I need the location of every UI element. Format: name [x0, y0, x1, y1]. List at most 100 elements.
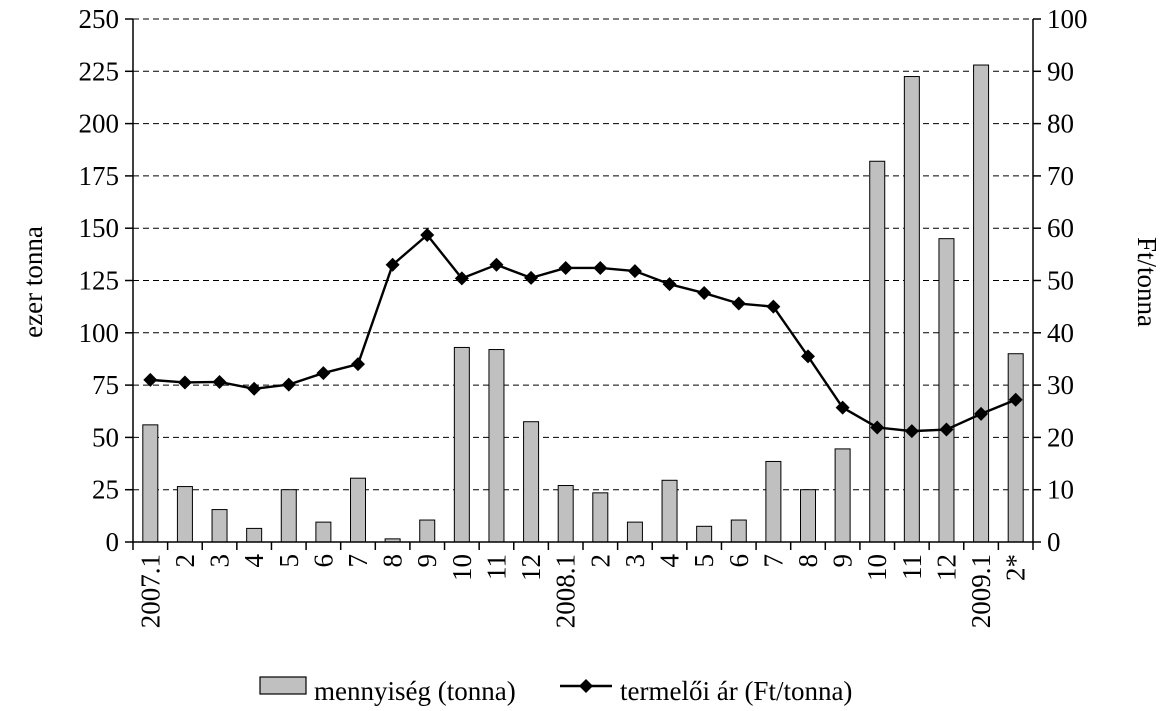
- bar: [280, 489, 297, 543]
- price-point: [627, 264, 642, 279]
- price-point: [177, 375, 192, 390]
- x-tick-label: 6: [724, 554, 754, 568]
- x-tick-label: 7: [758, 554, 788, 568]
- bar: [834, 448, 851, 543]
- x-tick-label: 4: [239, 554, 269, 568]
- bar: [523, 421, 540, 543]
- price-point: [212, 374, 227, 389]
- bar: [557, 485, 574, 543]
- y-right-tick-label: 20: [1047, 422, 1074, 452]
- bar: [661, 479, 678, 543]
- bar: [176, 486, 193, 543]
- x-tick-label: 2*: [1001, 554, 1031, 581]
- x-tick-label: 5: [689, 554, 719, 568]
- legend-line-marker: [579, 679, 593, 693]
- y-right-tick-label: 80: [1047, 109, 1074, 139]
- price-point: [593, 260, 608, 275]
- line-series: [143, 227, 1023, 439]
- price-point: [454, 271, 469, 286]
- price-line: [150, 233, 1017, 433]
- price-point: [662, 277, 677, 292]
- x-tick-label: 8: [793, 554, 823, 568]
- y-left-tick-label: 50: [92, 422, 119, 452]
- price-point: [351, 357, 365, 372]
- bar: [488, 349, 505, 543]
- price-point: [801, 349, 815, 364]
- x-tick-label: 5: [274, 554, 304, 568]
- y-left-tick-label: 250: [79, 4, 120, 34]
- x-tick-label: 3: [205, 554, 235, 568]
- price-point: [697, 286, 712, 301]
- x-tick-label: 9: [412, 554, 442, 568]
- x-tick-label: 6: [308, 554, 338, 568]
- price-point: [939, 422, 954, 437]
- x-tick-label: 12: [931, 554, 961, 581]
- price-point: [281, 377, 296, 392]
- bar: [765, 460, 782, 543]
- x-tick-label: 10: [447, 554, 477, 581]
- price-point: [143, 372, 158, 387]
- legend: mennyiség (tonna) termelői ár (Ft/tonna): [259, 676, 852, 706]
- y-right-tick-label: 30: [1047, 370, 1074, 400]
- bar: [453, 346, 470, 543]
- grid-lines: [133, 18, 1033, 491]
- price-point: [316, 366, 331, 381]
- bar: [730, 519, 747, 543]
- price-point: [766, 299, 781, 314]
- x-tick-label: 2: [170, 554, 200, 568]
- x-tick-label: 3: [620, 554, 650, 568]
- y-right-tick-label: 0: [1047, 527, 1061, 557]
- legend-line-label: termelői ár (Ft/tonna): [620, 676, 852, 706]
- price-point: [974, 406, 989, 421]
- x-tick-label: 8: [378, 554, 408, 568]
- bar: [142, 424, 159, 543]
- bar: [315, 521, 332, 543]
- x-tick-label: 2: [585, 554, 615, 568]
- y-left-tick-label: 175: [79, 161, 120, 191]
- y-left-tick-label: 100: [79, 318, 120, 348]
- bar: [211, 509, 228, 543]
- bar: [1007, 353, 1024, 543]
- y-left-tick-label: 125: [79, 266, 120, 296]
- x-tick-label: 4: [655, 554, 685, 568]
- bar: [246, 527, 263, 543]
- y-left-tick-label: 225: [79, 56, 120, 86]
- price-point: [524, 270, 539, 285]
- x-tick-label: 2007.1: [135, 554, 165, 628]
- price-point: [558, 260, 573, 275]
- axes: 0255075100125150175200225250010203040506…: [79, 4, 1088, 628]
- y-right-tick-label: 70: [1047, 161, 1074, 191]
- bar: [973, 64, 990, 543]
- y-left-tick-label: 200: [79, 109, 120, 139]
- bar: [626, 521, 643, 543]
- x-tick-label: 10: [862, 554, 892, 581]
- y-left-tick-label: 150: [79, 213, 120, 243]
- x-tick-label: 7: [343, 554, 373, 568]
- y-left-axis-title: ezer tonna: [18, 226, 48, 338]
- legend-bar-label: mennyiség (tonna): [314, 676, 516, 706]
- y-right-tick-label: 60: [1047, 213, 1074, 243]
- y-right-tick-label: 40: [1047, 318, 1074, 348]
- y-right-tick-label: 50: [1047, 266, 1074, 296]
- x-tick-label: 2008.1: [551, 554, 581, 628]
- bar: [869, 160, 886, 543]
- price-point: [489, 257, 504, 272]
- price-point: [1008, 392, 1023, 407]
- bar: [938, 238, 955, 543]
- x-tick-label: 2009.1: [966, 554, 996, 628]
- price-point: [835, 400, 850, 415]
- bar: [800, 489, 816, 543]
- bar: [696, 525, 713, 543]
- price-point: [247, 381, 262, 396]
- y-right-tick-label: 100: [1047, 4, 1088, 34]
- y-left-tick-label: 0: [106, 527, 120, 557]
- bar: [903, 76, 920, 543]
- price-point: [420, 227, 435, 242]
- x-tick-label: 9: [828, 554, 858, 568]
- x-tick-label: 11: [481, 554, 511, 580]
- y-left-tick-label: 25: [92, 475, 119, 505]
- y-right-tick-label: 10: [1047, 475, 1074, 505]
- price-point: [731, 296, 746, 311]
